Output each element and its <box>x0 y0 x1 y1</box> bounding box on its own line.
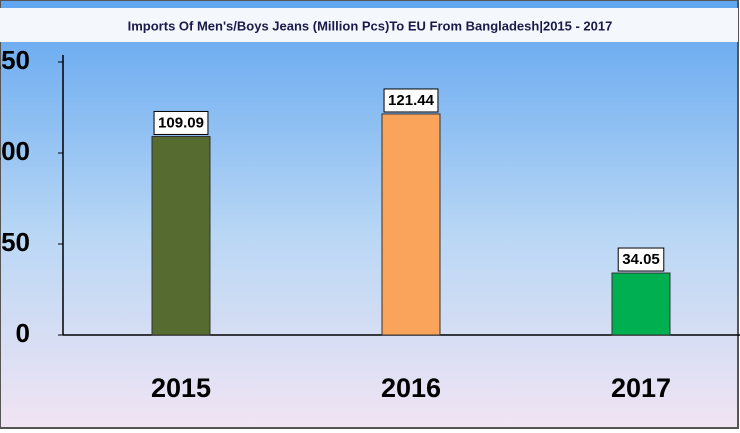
value-label: 34.05 <box>622 251 660 268</box>
bar <box>611 272 671 336</box>
value-label: 121.44 <box>388 92 435 109</box>
x-tick-label: 2017 <box>611 373 671 403</box>
y-tick-label: 0 <box>16 318 30 348</box>
value-label-box <box>617 247 665 272</box>
chart-title: Imports Of Men's/Boys Jeans (Million Pcs… <box>128 18 613 33</box>
bar <box>151 135 211 336</box>
y-tick-label: 100 <box>0 136 30 166</box>
value-label-box <box>383 88 439 113</box>
y-tick-label: 150 <box>0 45 30 75</box>
y-tick-label: 50 <box>1 227 30 257</box>
title-band <box>0 8 738 42</box>
x-tick-label: 2015 <box>151 373 211 403</box>
x-tick-label: 2016 <box>381 373 441 403</box>
value-label: 109.09 <box>158 114 204 131</box>
bar <box>381 113 441 336</box>
value-label-box <box>153 110 209 135</box>
